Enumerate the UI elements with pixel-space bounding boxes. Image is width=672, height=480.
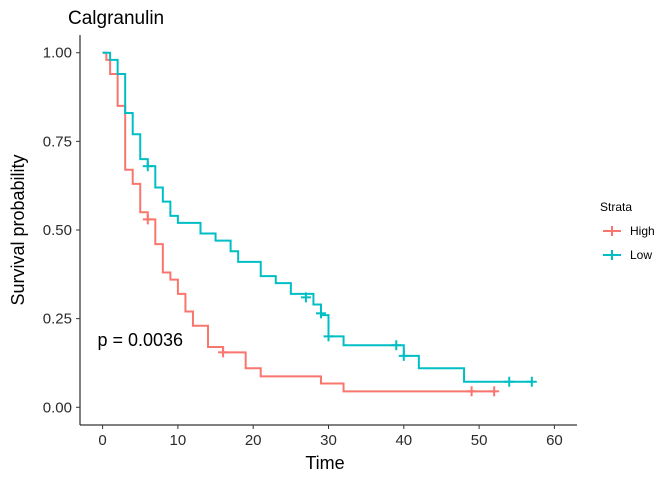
legend-label: Low bbox=[630, 248, 652, 262]
censor-mark-low bbox=[504, 376, 515, 387]
x-tick-label: 60 bbox=[546, 432, 563, 449]
x-axis-label: Time bbox=[305, 453, 344, 473]
x-tick-label: 20 bbox=[245, 432, 262, 449]
legend-item-high: High bbox=[603, 224, 655, 238]
legend-label: High bbox=[630, 224, 655, 238]
p-value-annotation: p = 0.0036 bbox=[97, 330, 183, 350]
censor-mark-low bbox=[315, 308, 326, 319]
legend-item-low: Low bbox=[603, 248, 652, 262]
plot-layer bbox=[102, 51, 537, 397]
censor-mark-low bbox=[391, 340, 402, 351]
censor-mark-high bbox=[466, 386, 477, 397]
y-tick-label: 0.25 bbox=[43, 311, 72, 328]
y-tick-label: 0.00 bbox=[43, 399, 72, 416]
y-tick-label: 1.00 bbox=[43, 45, 72, 62]
censor-mark-high bbox=[218, 347, 229, 358]
censor-mark-low bbox=[300, 292, 311, 303]
legend-items: High Low bbox=[603, 224, 655, 262]
survival-curve-low bbox=[102, 51, 532, 383]
x-tick-label: 50 bbox=[471, 432, 488, 449]
x-tick-label: 40 bbox=[395, 432, 412, 449]
censor-mark-low bbox=[526, 376, 537, 387]
x-ticks: 0 10 20 30 40 50 60 bbox=[98, 425, 563, 449]
survival-curve-high bbox=[102, 51, 495, 393]
legend: Strata High Low bbox=[600, 200, 655, 262]
y-tick-label: 0.50 bbox=[43, 222, 72, 239]
x-tick-label: 10 bbox=[170, 432, 187, 449]
x-tick-label: 30 bbox=[320, 432, 337, 449]
y-axis-label: Survival probability bbox=[8, 154, 28, 305]
chart-title: Calgranulin bbox=[68, 8, 164, 29]
censor-mark-low bbox=[323, 331, 334, 342]
censor-mark-low bbox=[142, 161, 153, 172]
x-tick-label: 0 bbox=[98, 432, 106, 449]
censor-mark-high bbox=[142, 214, 153, 225]
legend-title: Strata bbox=[600, 200, 632, 214]
y-ticks: 0.00 0.25 0.50 0.75 1.00 bbox=[43, 45, 80, 416]
censor-mark-high bbox=[489, 386, 500, 397]
censor-mark-low bbox=[398, 350, 409, 361]
y-tick-label: 0.75 bbox=[43, 133, 72, 150]
